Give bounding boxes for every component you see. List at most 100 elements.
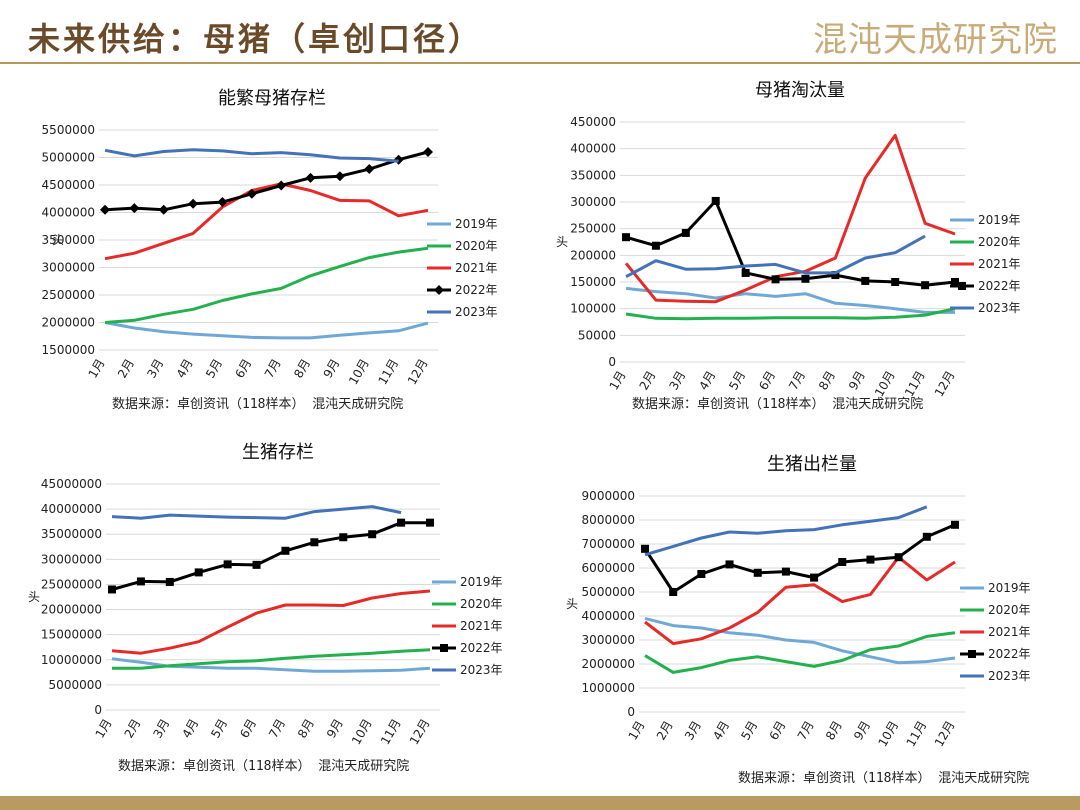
x-tick-label: 1月: [86, 357, 108, 381]
y-tick-label: 5500000: [42, 123, 95, 137]
data-point: [158, 204, 169, 215]
y-tick-label: 0: [94, 703, 102, 717]
x-tick-label: 1月: [607, 369, 629, 393]
x-tick-label: 5月: [738, 719, 760, 743]
data-point: [223, 560, 232, 569]
data-point: [622, 233, 630, 242]
header-divider: [0, 62, 1080, 64]
x-tick-label: 12月: [932, 719, 958, 750]
y-tick-label: 35000000: [41, 527, 102, 541]
data-point: [810, 573, 819, 582]
legend-marker: [440, 644, 448, 652]
x-tick-label: 2月: [637, 369, 659, 393]
data-point: [669, 588, 678, 596]
legend-label: 2023年: [988, 669, 1031, 683]
x-tick-label: 11月: [375, 357, 401, 388]
data-point: [305, 172, 316, 183]
x-tick-label: 7月: [262, 357, 284, 381]
x-tick-label: 12月: [405, 357, 431, 388]
x-tick-label: 1月: [626, 719, 648, 743]
data-point: [188, 198, 199, 209]
x-tick-label: 6月: [767, 719, 789, 743]
series-line-2022年: [111, 521, 430, 591]
y-tick-label: 5000000: [42, 151, 95, 165]
x-tick-label: 8月: [823, 719, 845, 743]
y-tick-label: 150000: [570, 275, 616, 289]
footer-bar: [0, 796, 1080, 810]
y-tick-label: 300000: [570, 195, 616, 209]
series-line-2022年: [625, 199, 956, 287]
y-tick-label: 40000000: [41, 502, 102, 516]
data-point: [276, 180, 287, 191]
x-tick-label: 6月: [232, 357, 254, 381]
legend-label: 2020年: [455, 239, 498, 253]
x-tick-label: 6月: [237, 717, 259, 741]
chart-title: 能繁母猪存栏: [218, 88, 326, 109]
data-point: [426, 518, 434, 527]
y-tick-label: 4500000: [42, 178, 95, 192]
legend-label: 2022年: [460, 641, 503, 655]
series-line-2022年: [104, 150, 429, 212]
data-point: [921, 281, 930, 290]
y-tick-label: 20000000: [41, 603, 102, 617]
data-point: [136, 577, 145, 586]
x-tick-label: 10月: [346, 357, 372, 388]
data-point: [866, 555, 875, 564]
chart-title: 生猪存栏: [242, 442, 314, 463]
x-tick-label: 4月: [179, 717, 201, 741]
data-point: [281, 546, 290, 555]
y-tick-label: 450000: [570, 115, 616, 129]
legend-label: 2020年: [978, 235, 1021, 249]
legend-label: 2022年: [455, 283, 498, 297]
y-tick-label: 3000000: [42, 261, 95, 275]
data-point: [771, 275, 780, 284]
legend-marker: [968, 650, 976, 658]
data-point: [364, 164, 375, 175]
series-line-2021年: [624, 133, 956, 304]
x-tick-label: 7月: [786, 369, 808, 393]
x-tick-label: 5月: [726, 369, 748, 393]
legend-label: 2023年: [455, 305, 498, 319]
chart-title: 母猪淘汰量: [755, 80, 845, 101]
x-tick-label: 3月: [144, 357, 166, 381]
x-tick-label: 12月: [932, 369, 958, 400]
data-point: [194, 568, 203, 577]
x-tick-label: 11月: [902, 369, 928, 400]
chart-hog-inventory: 生猪存栏 0 5000000 10000000 15000000 20000000 2500…: [28, 442, 503, 774]
data-source: 数据来源：卓创资讯（118样本） 混沌天成研究院: [632, 397, 923, 412]
y-tick-label: 1000000: [582, 681, 635, 695]
data-point: [838, 558, 847, 566]
data-point: [641, 544, 649, 553]
y-tick-label: 2000000: [42, 316, 95, 330]
x-tick-label: 5月: [203, 357, 225, 381]
data-point: [711, 196, 720, 205]
legend-label: 2019年: [978, 213, 1021, 227]
data-point: [334, 171, 345, 182]
legend-label: 2019年: [988, 581, 1031, 595]
series-line-2023年: [111, 505, 402, 520]
legend-label: 2022年: [978, 279, 1021, 293]
x-tick-label: 10月: [872, 369, 898, 400]
y-tick-label: 3000000: [582, 633, 635, 647]
series-line-2021年: [644, 555, 956, 646]
x-tick-label: 11月: [378, 717, 404, 748]
y-tick-label: 5000000: [582, 585, 635, 599]
y-axis-label: 头: [52, 233, 64, 247]
y-tick-label: 2500000: [42, 288, 95, 302]
data-point: [801, 274, 810, 283]
y-tick-label: 100000: [570, 302, 616, 316]
data-point: [951, 520, 959, 529]
data-point: [397, 518, 406, 527]
x-tick-label: 1月: [93, 717, 115, 741]
x-tick-label: 8月: [291, 357, 313, 381]
y-tick-label: 45000000: [41, 477, 102, 491]
y-tick-label: 15000000: [41, 628, 102, 642]
x-tick-label: 3月: [666, 369, 688, 393]
y-tick-label: 6000000: [582, 561, 635, 575]
y-tick-label: 30000000: [41, 552, 102, 566]
legend-label: 2019年: [455, 217, 498, 231]
series-line-2019年: [625, 286, 955, 314]
series-line-2020年: [625, 307, 956, 321]
series-line-2020年: [104, 246, 429, 324]
data-point: [781, 567, 790, 576]
